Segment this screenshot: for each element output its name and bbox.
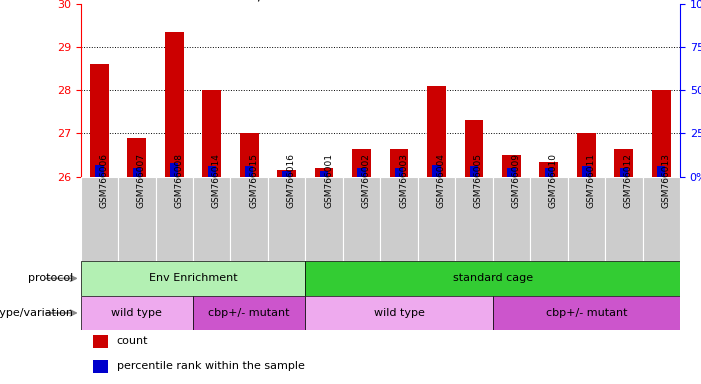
Bar xyxy=(427,86,446,177)
Bar xyxy=(358,168,366,177)
Bar xyxy=(81,296,193,330)
Text: standard cage: standard cage xyxy=(453,273,533,283)
Bar xyxy=(245,166,253,177)
Bar xyxy=(315,168,334,177)
Text: percentile rank within the sample: percentile rank within the sample xyxy=(116,361,304,371)
Bar xyxy=(652,90,671,177)
Bar xyxy=(577,134,596,177)
Bar xyxy=(95,164,104,177)
Bar xyxy=(582,166,590,177)
Text: GSM766007: GSM766007 xyxy=(137,153,146,209)
Bar xyxy=(93,360,107,372)
Bar xyxy=(207,166,216,177)
Bar xyxy=(306,261,680,296)
Text: GSM766008: GSM766008 xyxy=(175,153,183,209)
Bar xyxy=(343,177,381,261)
Bar xyxy=(620,168,628,177)
Text: GSM766005: GSM766005 xyxy=(474,153,483,209)
Bar xyxy=(128,138,147,177)
Bar xyxy=(81,261,306,296)
Bar xyxy=(306,296,493,330)
Text: GSM766016: GSM766016 xyxy=(287,153,296,209)
Bar xyxy=(90,64,109,177)
Bar xyxy=(268,177,306,261)
Text: wild type: wild type xyxy=(374,308,425,318)
Text: GSM766002: GSM766002 xyxy=(362,154,371,208)
Text: genotype/variation: genotype/variation xyxy=(0,308,74,318)
Text: wild type: wild type xyxy=(111,308,162,318)
Bar xyxy=(614,149,633,177)
Bar xyxy=(465,121,483,177)
Bar xyxy=(502,155,521,177)
Text: GSM766006: GSM766006 xyxy=(100,153,109,209)
Bar xyxy=(390,149,409,177)
Bar xyxy=(156,177,193,261)
Bar xyxy=(165,32,184,177)
Bar xyxy=(118,177,156,261)
Text: GSM766014: GSM766014 xyxy=(212,154,221,208)
Bar xyxy=(193,296,306,330)
Text: Env Enrichment: Env Enrichment xyxy=(149,273,238,283)
Bar xyxy=(395,168,403,177)
Text: cbp+/- mutant: cbp+/- mutant xyxy=(208,308,290,318)
Text: count: count xyxy=(116,336,148,346)
Text: GSM766013: GSM766013 xyxy=(661,153,670,209)
Text: GSM766010: GSM766010 xyxy=(549,153,558,209)
Bar xyxy=(433,164,441,177)
Bar xyxy=(132,168,141,177)
Bar xyxy=(470,166,478,177)
Bar xyxy=(568,177,605,261)
Text: GSM766004: GSM766004 xyxy=(437,154,445,208)
Text: GSM766003: GSM766003 xyxy=(399,153,408,209)
Bar xyxy=(81,177,118,261)
Bar xyxy=(306,177,343,261)
Bar xyxy=(278,170,296,177)
Bar xyxy=(240,134,259,177)
Bar xyxy=(193,177,231,261)
Bar xyxy=(455,177,493,261)
Bar xyxy=(545,168,553,177)
Bar xyxy=(283,171,291,177)
Bar xyxy=(643,177,680,261)
Bar xyxy=(381,177,418,261)
Bar xyxy=(93,335,107,348)
Text: GSM766009: GSM766009 xyxy=(512,153,520,209)
Bar xyxy=(203,90,221,177)
Bar xyxy=(170,163,179,177)
Bar xyxy=(320,171,328,177)
Text: GDS4486 / 10602081: GDS4486 / 10602081 xyxy=(189,0,338,3)
Bar xyxy=(657,166,665,177)
Bar xyxy=(508,168,516,177)
Text: GSM766001: GSM766001 xyxy=(324,153,333,209)
Text: GSM766015: GSM766015 xyxy=(249,153,258,209)
Bar xyxy=(530,177,568,261)
Bar xyxy=(493,177,530,261)
Bar xyxy=(605,177,643,261)
Text: cbp+/- mutant: cbp+/- mutant xyxy=(545,308,627,318)
Bar xyxy=(540,162,558,177)
Bar xyxy=(231,177,268,261)
Bar xyxy=(493,296,680,330)
Text: GSM766011: GSM766011 xyxy=(586,153,595,209)
Text: protocol: protocol xyxy=(28,273,74,283)
Bar xyxy=(418,177,455,261)
Bar xyxy=(352,149,371,177)
Text: GSM766012: GSM766012 xyxy=(624,154,633,208)
